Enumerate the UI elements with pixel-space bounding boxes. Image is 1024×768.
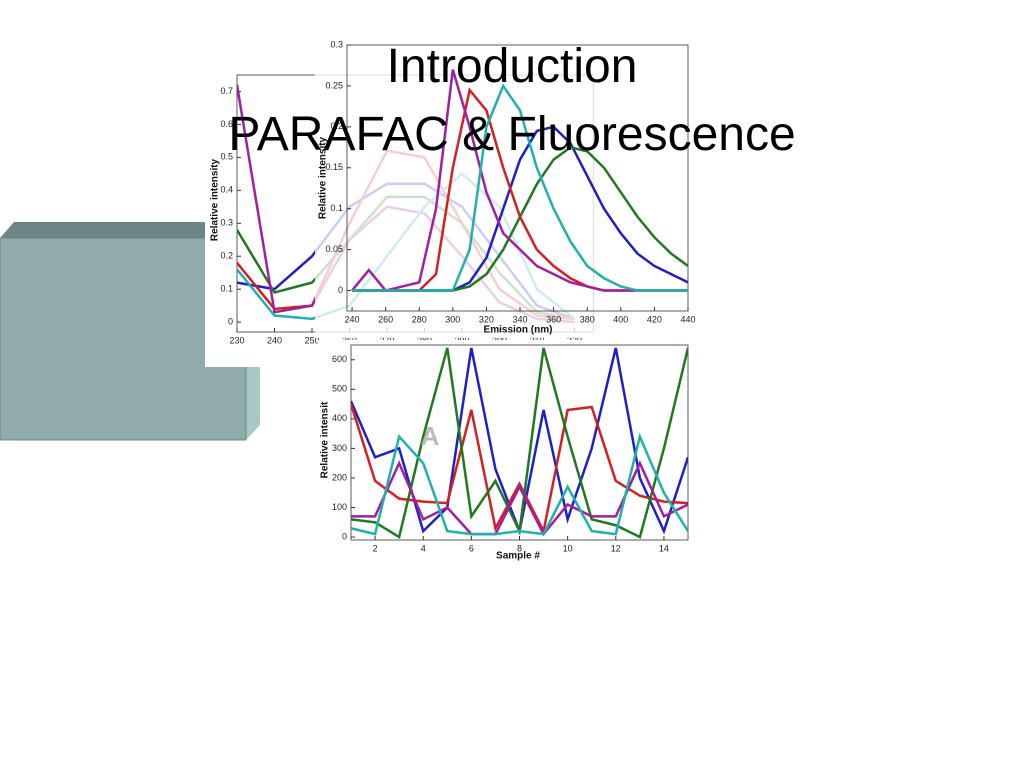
x-tick-label: 4 [421, 543, 426, 553]
x-tick-label: 14 [659, 543, 669, 553]
y-tick-label: 0.6 [220, 119, 233, 129]
y-tick-label: 200 [332, 472, 347, 482]
x-tick-label: 260 [378, 314, 393, 324]
y-tick-label: 0 [228, 316, 233, 326]
title-line2: PARAFAC & Fluorescence [228, 108, 795, 161]
chart: 0 100 200 300 400 500 600 2 4 6 8 10 12 14 Sample # Rel… [318, 340, 698, 565]
y-axis-label: Relative intensity [210, 158, 221, 241]
y-tick-label: 600 [332, 354, 347, 364]
annotation: A [421, 421, 440, 451]
chart-background [315, 38, 698, 338]
x-tick-label: 320 [479, 314, 494, 324]
y-tick-label: 0.3 [220, 218, 233, 228]
y-tick-label: 0.2 [220, 251, 233, 261]
y-tick-label: 0.1 [220, 284, 233, 294]
x-tick-label: 380 [580, 314, 595, 324]
x-tick-label: 400 [613, 314, 628, 324]
x-tick-label: 340 [513, 314, 528, 324]
y-tick-label: 0.2 [330, 121, 343, 131]
title-line1: Introduction [387, 40, 638, 93]
chart: 0 0.05 0.1 0.15 0.2 0.25 0.3 240 260 280 300 320 340… [315, 38, 698, 338]
y-tick-label: 0.15 [325, 162, 343, 172]
y-tick-label: 0.7 [220, 86, 233, 96]
plot-frame [346, 44, 689, 312]
series-line [351, 460, 688, 537]
y-tick-label: 400 [332, 413, 347, 423]
x-tick-label: 280 [412, 314, 427, 324]
y-tick-label: 0.5 [220, 152, 233, 162]
x-tick-label: 420 [647, 314, 662, 324]
x-tick-label: 12 [611, 543, 621, 553]
y-axis-label: Relative intensit [320, 401, 331, 478]
y-tick-label: 0.1 [330, 203, 343, 213]
x-tick-label: 240 [267, 335, 282, 345]
y-tick-label: 100 [332, 502, 347, 512]
y-tick-label: 0 [342, 531, 347, 541]
y-tick-label: 0 [338, 285, 343, 295]
x-tick-label: 2 [373, 543, 378, 553]
x-tick-label: 10 [563, 543, 573, 553]
x-tick-label: 230 [229, 335, 244, 345]
y-tick-label: 500 [332, 384, 347, 394]
x-axis-label: Sample # [496, 551, 540, 562]
y-axis-label: Relative intensity [318, 136, 329, 219]
y-tick-label: 0.05 [325, 244, 343, 254]
series-line [351, 432, 688, 536]
series-line [351, 69, 688, 292]
y-tick-label: 0.3 [330, 39, 343, 49]
charts: 00.10.20.30.40.50.60.7230240250260270280… [205, 38, 698, 565]
x-tick-label: 440 [680, 314, 695, 324]
x-tick-label: 8 [517, 543, 522, 553]
x-tick-label: 6 [469, 543, 474, 553]
y-tick-label: 0.4 [220, 185, 233, 195]
x-tick-label: 240 [345, 314, 360, 324]
x-tick-label: 250 [304, 335, 319, 345]
y-tick-label: 300 [332, 443, 347, 453]
x-axis-label: Emission (nm) [484, 325, 553, 336]
x-tick-label: 300 [445, 314, 460, 324]
series-line [352, 83, 688, 292]
x-tick-label: 360 [546, 314, 561, 324]
y-tick-label: 0.25 [325, 80, 343, 90]
